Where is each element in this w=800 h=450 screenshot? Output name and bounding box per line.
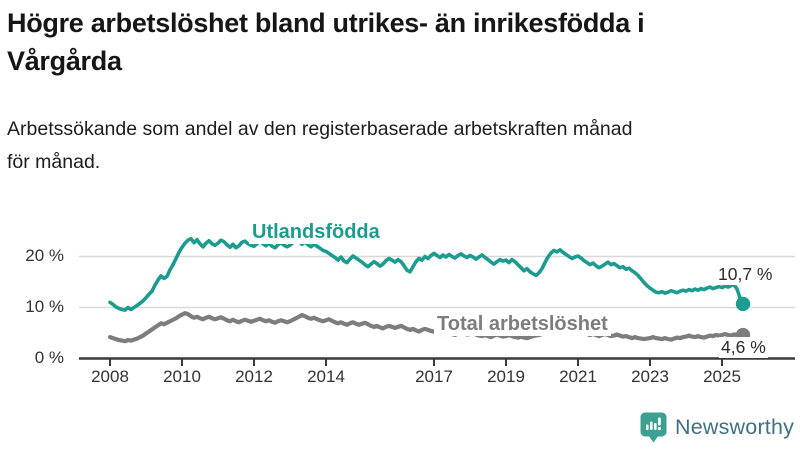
series-label-utlandsfodda: Utlandsfödda (249, 221, 383, 244)
chart-subtitle: Arbetssökande som andel av den registerb… (7, 113, 632, 179)
x-tick-label: 2017 (415, 367, 453, 386)
newsworthy-logo: Newsworthy (640, 412, 794, 443)
chart-subtitle-line2: för månad. (7, 151, 101, 173)
end-value-utlandsfodda: 10,7 % (716, 264, 775, 285)
x-tick-label: 2012 (235, 367, 273, 386)
x-tick-label: 2021 (559, 367, 597, 386)
chart-subtitle-line1: Arbetssökande som andel av den registerb… (7, 118, 633, 140)
x-tick-label: 2019 (487, 367, 525, 386)
series-label-total-arbetsloshet: Total arbetslöshet (434, 313, 611, 336)
newsworthy-icon (640, 412, 667, 443)
x-tick-label: 2010 (163, 367, 201, 386)
total-arbetsloshet-line (107, 311, 746, 344)
y-tick-label: 10 % (25, 296, 64, 316)
y-tick-label: 0 % (34, 347, 64, 367)
x-tick-label: 2008 (91, 367, 129, 386)
x-tick-label: 2023 (631, 367, 669, 386)
chart-title: Högre arbetslöshet bland utrikes- än inr… (7, 4, 645, 80)
x-tick-label: 2025 (703, 367, 741, 386)
chart-title-line2: Vårgårda (7, 46, 122, 76)
chart-title-line1: Högre arbetslöshet bland utrikes- än inr… (7, 8, 645, 38)
utlandsfodda-line (108, 236, 745, 312)
x-tick-label: 2014 (307, 367, 345, 386)
newsworthy-wordmark: Newsworthy (675, 415, 795, 439)
y-tick-label: 20 % (25, 245, 64, 265)
utlandsfodda-end-dot (735, 296, 751, 312)
end-value-total-arbetsloshet: 4,6 % (719, 337, 768, 358)
